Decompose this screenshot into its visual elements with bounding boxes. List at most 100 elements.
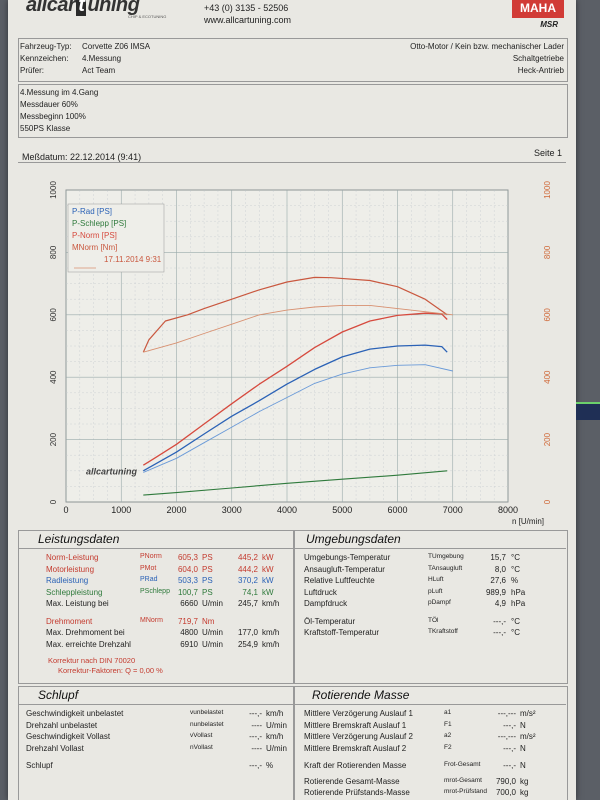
page-number: Seite 1 xyxy=(533,148,562,158)
slip-value: ---- xyxy=(251,743,262,753)
env-unit: °C xyxy=(511,553,520,562)
perf-unit-1: PS xyxy=(202,564,213,574)
perf-value-2: 370,2 xyxy=(237,576,258,585)
slip-symbol: vVollast xyxy=(190,732,213,739)
slip-value: ---- xyxy=(251,720,262,730)
x-tick-label: 0 xyxy=(63,505,68,515)
series-line xyxy=(143,470,448,496)
slip-unit: % xyxy=(266,761,274,770)
rot-unit: kg xyxy=(520,788,529,797)
perf-value-2: 74,1 xyxy=(242,587,258,597)
rot-value: 790,0 xyxy=(495,776,516,786)
perf-symbol: MNorm xyxy=(140,616,163,624)
measurement-date: Meßdatum: 22.12.2014 (9:41) xyxy=(22,152,142,162)
env-value: 27,6 xyxy=(490,576,506,585)
slip-symbol: nunbelastet xyxy=(190,720,224,728)
perf-value-1: 100,7 xyxy=(177,587,198,597)
perf-label: Radleistung xyxy=(46,576,89,585)
y-tick-label-right: 200 xyxy=(543,432,552,446)
perf-label: Max. Leistung bei xyxy=(46,599,109,608)
rot-label: Mittlere Verzögerung Auslauf 2 xyxy=(304,732,413,741)
rot-label: Mittlere Bremskraft Auslauf 1 xyxy=(304,720,407,730)
env-value: 15,7 xyxy=(490,553,506,562)
perf-unit-1: PS xyxy=(202,587,213,597)
perf-value-1: 503,3 xyxy=(177,576,198,585)
perf-value-1: 4800 xyxy=(180,628,198,637)
rotating-mass-box xyxy=(293,686,568,800)
engine-type: Otto-Motor / Kein bzw. mechanischer Lade… xyxy=(410,42,564,51)
env-symbol: TUmgebung xyxy=(428,553,464,560)
rot-symbol: Frot-Gesamt xyxy=(444,761,481,768)
perf-value-1: 6910 xyxy=(180,639,198,649)
rot-value: 700,0 xyxy=(495,788,516,797)
rot-unit: kg xyxy=(520,776,529,786)
rotating-mass-title: Rotierende Masse xyxy=(312,688,410,702)
x-tick-label: 6000 xyxy=(387,505,407,515)
legend-entry: 17.11.2014 9:31 xyxy=(104,255,162,264)
env-symbol: pLuft xyxy=(428,587,443,595)
perf-symbol: PNorm xyxy=(140,553,162,560)
x-tick-label: 8000 xyxy=(498,505,518,515)
divider xyxy=(18,548,566,549)
perf-unit-1: U/min xyxy=(202,628,223,637)
env-symbol: TAnsaugluft xyxy=(428,564,463,572)
y-tick-label-left: 200 xyxy=(49,432,58,446)
allcartuning-logo: allcar t uning xyxy=(26,0,140,17)
slip-label: Drehzahl unbelastet xyxy=(26,720,98,730)
rot-value: ---,- xyxy=(503,761,516,770)
notes-box xyxy=(18,84,568,138)
perf-unit-1: PS xyxy=(202,576,213,585)
perf-label: Norm-Leistung xyxy=(46,553,99,562)
msr-label: MSR xyxy=(540,20,558,29)
perf-label: Max. Drehmoment bei xyxy=(46,628,125,637)
x-tick-label: 4000 xyxy=(277,505,297,515)
series-line xyxy=(143,304,453,353)
rot-unit: N xyxy=(520,720,526,730)
env-value: ---,- xyxy=(493,616,506,626)
correction-factor: Korrektur-Faktoren: Q = 0,00 % xyxy=(58,666,163,675)
y-tick-label-left: 400 xyxy=(49,370,58,384)
legend-entry: MNorm [Nm] xyxy=(72,243,117,252)
env-label: Öl-Temperatur xyxy=(304,616,356,626)
slip-label: Schlupf xyxy=(26,761,53,770)
rot-label: Kraft der Rotierenden Masse xyxy=(304,761,407,770)
x-tick-label: 5000 xyxy=(332,505,352,515)
slip-title: Schlupf xyxy=(38,688,79,702)
perf-unit-1: U/min xyxy=(202,639,223,649)
phone-number: +43 (0) 3135 - 52506 xyxy=(204,3,289,13)
legend-box xyxy=(67,203,165,273)
note-line: 4.Messung im 4.Gang xyxy=(20,88,99,97)
env-unit: hPa xyxy=(511,587,526,597)
env-symbol: pDampf xyxy=(428,599,451,606)
environment-title: Umgebungsdaten xyxy=(306,532,401,546)
note-line: 550PS Klasse xyxy=(20,124,71,133)
divider xyxy=(18,704,566,705)
slip-label: Geschwindigkeit unbelastet xyxy=(26,709,124,718)
gearbox-type: Schaltgetriebe xyxy=(512,54,564,63)
rot-label: Mittlere Verzögerung Auslauf 1 xyxy=(304,709,413,718)
perf-unit-2: km/h xyxy=(262,599,280,608)
slip-unit: km/h xyxy=(266,732,284,741)
perf-symbol: PSchlepp xyxy=(140,587,170,595)
x-tick-label: 3000 xyxy=(222,505,242,515)
env-value: 4,9 xyxy=(494,599,506,608)
rot-symbol: mrot-Prüfstand xyxy=(444,788,487,795)
perf-label: Motorleistung xyxy=(46,564,95,574)
env-symbol: TKraftstoff xyxy=(428,628,458,635)
env-unit: % xyxy=(511,576,519,585)
perf-unit-2: kW xyxy=(262,564,274,574)
perf-value-2: 254,9 xyxy=(237,639,258,649)
rot-unit: N xyxy=(520,761,526,770)
perf-label: Max. erreichte Drehzahl xyxy=(46,639,131,649)
env-label: Ansaugluft-Temperatur xyxy=(304,564,385,574)
slip-symbol: nVollast xyxy=(190,743,213,751)
note-line: Messdauer 60% xyxy=(20,100,78,109)
divider xyxy=(18,162,566,163)
perf-value-1: 605,3 xyxy=(177,553,198,562)
dyno-report-sheet: allcar t uning CHIP & ECOTUNING +43 (0) 31… xyxy=(8,0,576,800)
perf-symbol: PMot xyxy=(140,564,157,572)
perf-label: Schleppleistung xyxy=(46,587,103,597)
y-tick-label-left: 800 xyxy=(49,245,58,259)
perf-unit-1: PS xyxy=(202,553,213,562)
